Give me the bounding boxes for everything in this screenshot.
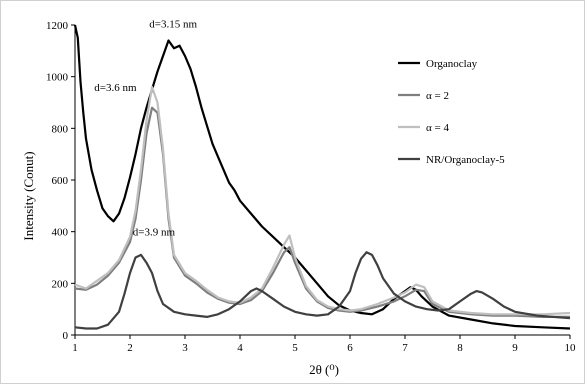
y-tick-label: 1000 <box>46 72 69 84</box>
x-tick-label: 8 <box>457 342 463 354</box>
x-tick-label: 2 <box>127 342 133 354</box>
x-axis-title: 2θ (⁰) <box>309 362 339 377</box>
y-tick-label: 0 <box>63 330 69 342</box>
y-axis-title: Intensity (Conut) <box>21 151 36 240</box>
y-tick-label: 200 <box>52 278 69 290</box>
y-tick-label: 600 <box>52 175 69 187</box>
legend: Organoclay α = 2 α = 4 NR/Organoclay-5 <box>398 58 505 166</box>
series-line-1 <box>73 24 571 330</box>
series-line-4 <box>74 251 571 330</box>
axes: 1 2 3 4 5 6 7 8 9 10 0 200 400 600 800 1000 1200 <box>46 20 576 354</box>
series-layer <box>73 24 571 330</box>
annotation-3: d=3.9 nm <box>133 227 176 239</box>
x-tick-label: 1 <box>72 342 78 354</box>
x-tick-label: 10 <box>565 342 577 354</box>
y-tick-label: 1200 <box>46 20 69 32</box>
y-tick-label: 800 <box>52 123 69 135</box>
series-line-2 <box>74 106 570 318</box>
x-tick-label: 7 <box>402 342 408 354</box>
annotation-2: d=3.6 nm <box>94 82 137 94</box>
legend-label-1: Organoclay <box>426 58 478 70</box>
annotation-1: d=3.15 nm <box>149 19 197 31</box>
x-tick-label: 5 <box>292 342 298 354</box>
series-line-3 <box>74 85 571 316</box>
y-tick-label: 400 <box>52 227 69 239</box>
legend-label-3: α = 4 <box>426 122 449 134</box>
x-tick-label: 3 <box>182 342 188 354</box>
legend-label-2: α = 2 <box>426 90 449 102</box>
x-tick-label: 9 <box>512 342 518 354</box>
x-tick-label: 6 <box>347 342 353 354</box>
legend-label-4: NR/Organoclay-5 <box>426 154 505 166</box>
x-tick-label: 4 <box>237 342 243 354</box>
annotations: d=3.15 nm d=3.6 nm d=3.9 nm <box>94 19 197 239</box>
